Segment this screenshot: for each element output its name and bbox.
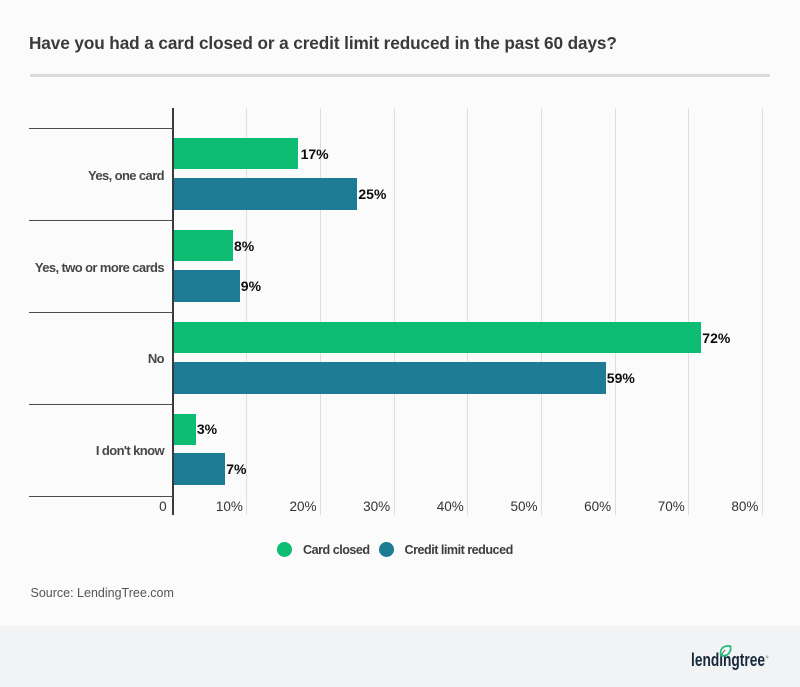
svg-text:lendıngtree: lendıngtree [691,650,765,670]
svg-text:®: ® [766,655,769,660]
